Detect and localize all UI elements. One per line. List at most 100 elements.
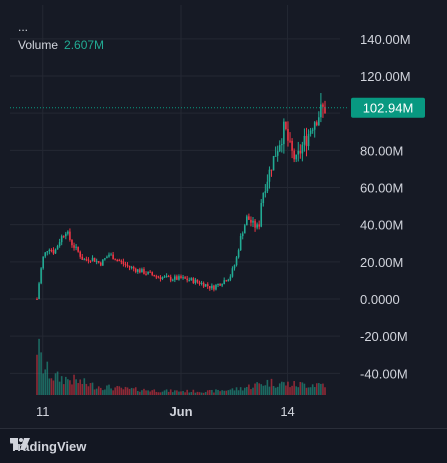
candle-body bbox=[215, 285, 217, 290]
candle-body bbox=[219, 283, 221, 286]
volume-bar bbox=[198, 392, 201, 395]
volume-bar bbox=[85, 383, 88, 395]
volume-bar bbox=[219, 391, 221, 395]
candle-body bbox=[318, 117, 320, 126]
volume-bar bbox=[289, 387, 291, 395]
volume-bar bbox=[233, 390, 236, 395]
volume-bar bbox=[311, 384, 314, 395]
candle-body bbox=[184, 277, 186, 279]
volume-bar bbox=[320, 383, 322, 395]
candle-body bbox=[227, 279, 230, 282]
volume-bar bbox=[182, 391, 184, 395]
volume-bar bbox=[301, 382, 304, 395]
candle-body bbox=[93, 257, 96, 262]
volume-bar bbox=[264, 385, 267, 395]
volume-bar bbox=[167, 391, 170, 395]
candle-body bbox=[122, 261, 125, 264]
volume-bar bbox=[291, 385, 293, 395]
candle-body bbox=[237, 250, 240, 258]
y-tick-label: 60.00M bbox=[360, 181, 403, 196]
candle-body bbox=[91, 257, 94, 261]
volume-bar bbox=[95, 388, 98, 395]
candle-body bbox=[178, 276, 180, 280]
volume-bar bbox=[235, 387, 238, 395]
volume-bar bbox=[134, 387, 137, 395]
volume-bar bbox=[114, 387, 116, 395]
volume-bar bbox=[143, 388, 145, 395]
volume-bar bbox=[52, 380, 55, 395]
price-chart[interactable]: 140.00M 120.00M 80.00M 60.00M 40.00M 20.00M 0.… bbox=[0, 0, 447, 428]
candle-body bbox=[97, 261, 100, 263]
volume-bar bbox=[276, 386, 279, 395]
candle-body bbox=[233, 265, 236, 269]
candle-body bbox=[315, 122, 318, 126]
candle-body bbox=[118, 260, 121, 262]
candle-body bbox=[132, 267, 135, 269]
candle-body bbox=[52, 250, 55, 254]
candle-body bbox=[278, 145, 281, 152]
candle-body bbox=[99, 262, 102, 266]
candle-body bbox=[221, 284, 223, 286]
candle-body bbox=[95, 261, 98, 263]
candle-body bbox=[305, 135, 308, 147]
volume-bar bbox=[283, 382, 285, 395]
candle-body bbox=[116, 260, 119, 262]
volume-bar bbox=[122, 389, 125, 395]
candle-body bbox=[225, 280, 228, 282]
candle-body bbox=[254, 220, 256, 228]
candle-body bbox=[38, 283, 40, 300]
volume-bar bbox=[303, 383, 306, 395]
candle-body bbox=[145, 273, 147, 275]
volume-bar bbox=[272, 385, 275, 395]
candle-body bbox=[36, 299, 38, 300]
volume-bar bbox=[254, 383, 256, 395]
volume-legend: Volume 2.607M bbox=[18, 36, 104, 54]
volume-bar bbox=[213, 392, 215, 395]
volume-bar bbox=[246, 387, 248, 395]
volume-bar bbox=[237, 390, 240, 395]
volume-bar bbox=[69, 380, 71, 395]
volume-bar bbox=[112, 390, 114, 395]
volume-bar bbox=[89, 383, 92, 395]
candle-body bbox=[110, 254, 112, 256]
volume-bar bbox=[75, 379, 77, 395]
candle-body bbox=[320, 104, 322, 118]
volume-bar bbox=[159, 392, 162, 395]
candle-body bbox=[262, 192, 265, 204]
candle-body bbox=[180, 276, 182, 279]
volume-bar bbox=[176, 390, 178, 395]
volume-bar bbox=[211, 389, 213, 395]
volume-bar bbox=[106, 385, 108, 395]
volume-bar bbox=[225, 390, 228, 395]
candle-body bbox=[171, 279, 174, 281]
volume-bar bbox=[268, 386, 271, 395]
candle-body bbox=[190, 278, 193, 281]
chart-area[interactable]: 140.00M 120.00M 80.00M 60.00M 40.00M 20.00M 0.… bbox=[0, 0, 447, 429]
candle-body bbox=[202, 282, 205, 287]
volume-bar bbox=[163, 390, 166, 395]
candle-body bbox=[159, 277, 162, 280]
candle-body bbox=[268, 169, 271, 182]
volume-bar bbox=[313, 387, 316, 395]
candle-body bbox=[106, 256, 108, 259]
volume-bar bbox=[165, 389, 168, 395]
volume-bar bbox=[124, 386, 127, 395]
volume-bar bbox=[250, 389, 252, 395]
volume-bar bbox=[309, 387, 312, 395]
last-price-tag bbox=[351, 97, 425, 118]
x-tick-label: Jun bbox=[169, 404, 192, 419]
tradingview-attribution[interactable]: TradingView bbox=[10, 438, 86, 454]
volume-bar bbox=[209, 389, 211, 395]
candle-body bbox=[293, 150, 295, 160]
candle-body bbox=[108, 254, 110, 257]
y-tick-label: -40.00M bbox=[360, 366, 408, 381]
volume-bar bbox=[104, 389, 106, 395]
candle-body bbox=[69, 231, 71, 240]
candle-body bbox=[147, 271, 149, 274]
volume-bar bbox=[307, 387, 310, 395]
volume-label: Volume bbox=[18, 38, 59, 52]
volume-bar bbox=[120, 387, 123, 395]
volume-bar bbox=[239, 387, 242, 395]
candle-body bbox=[56, 246, 59, 250]
volume-bar bbox=[151, 390, 153, 395]
